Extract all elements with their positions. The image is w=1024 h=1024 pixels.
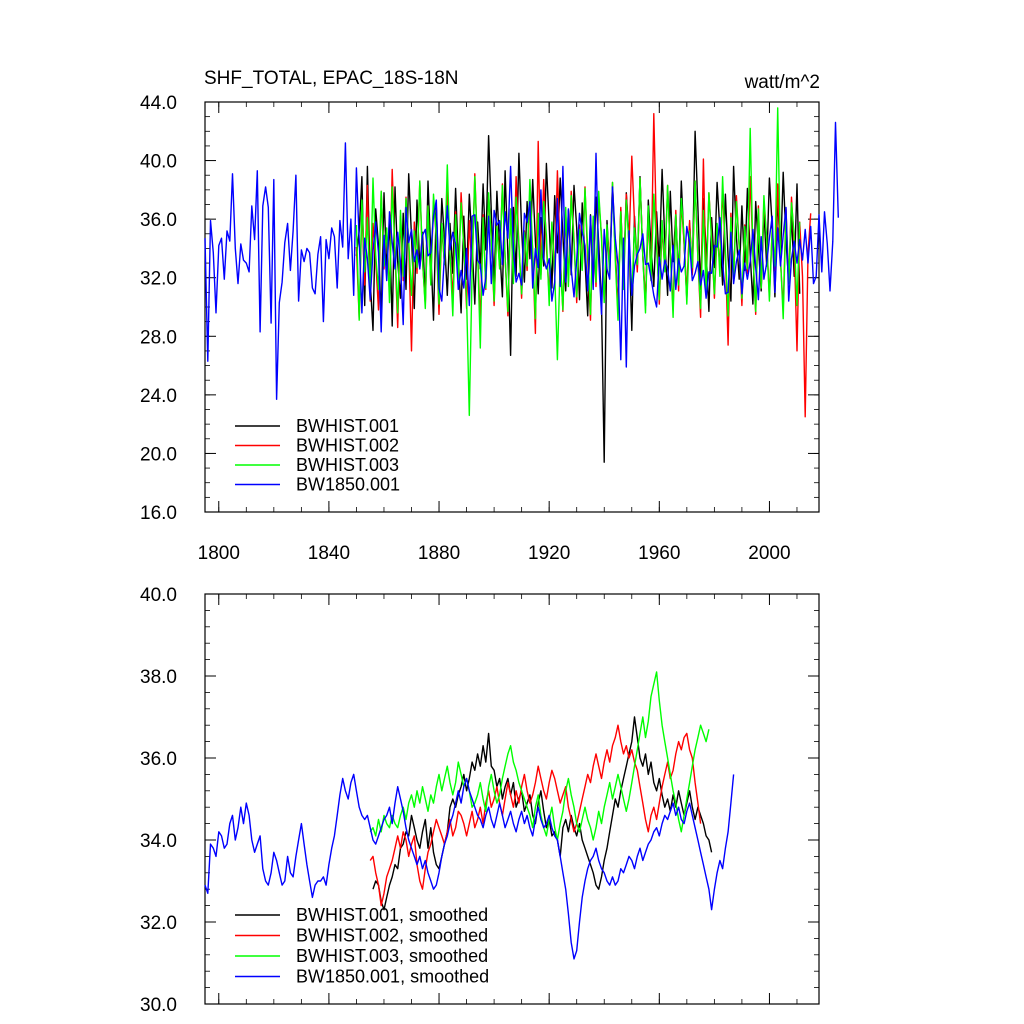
- series-line-bwhist-003-smoothed: [369, 671, 710, 841]
- x-tick-label: 1800: [198, 543, 240, 564]
- top-y-tick-labels: 16.0 20.0 24.0 28.0 32.0 36.0 40.0 44.0: [140, 93, 177, 524]
- series-line-bw1850-001-smoothed: [204, 773, 735, 960]
- series-line-bw1850-001: [204, 121, 839, 400]
- legend-label: BWHIST.002: [296, 436, 399, 456]
- legend-label: BWHIST.003: [296, 455, 399, 475]
- y-tick-label: 44.0: [140, 93, 177, 114]
- legend-label: BW1850.001, smoothed: [296, 967, 489, 987]
- legend-label: BWHIST.002, smoothed: [296, 926, 488, 946]
- bottom-panel: 30.0 32.0 34.0 36.0 38.0 40.0 BWHIST.001, smo…: [140, 585, 820, 1016]
- top-series-lines: [204, 107, 839, 463]
- top-x-tick-labels: 1800 1840 1880 1920 1960 2000: [198, 543, 791, 564]
- y-tick-label: 28.0: [140, 327, 177, 348]
- x-tick-label: 1840: [308, 543, 350, 564]
- series-line-bwhist-002-smoothed: [369, 724, 702, 907]
- y-tick-label: 16.0: [140, 503, 177, 524]
- y-tick-label: 36.0: [140, 749, 177, 770]
- y-tick-label: 40.0: [140, 585, 177, 606]
- series-line-bwhist-001-smoothed: [372, 716, 713, 911]
- x-tick-label: 1920: [528, 543, 570, 564]
- x-tick-label: 1880: [418, 543, 460, 564]
- legend-label: BWHIST.001: [296, 416, 399, 436]
- bottom-y-tick-labels: 30.0 32.0 34.0 36.0 38.0 40.0: [140, 585, 177, 1016]
- top-axis-ticks: [205, 101, 819, 513]
- top-chart-title: SHF_TOTAL, EPAC_18S-18N: [204, 68, 459, 89]
- top-units-label: watt/m^2: [744, 72, 820, 93]
- bottom-axis-ticks: [205, 593, 819, 1005]
- y-tick-label: 32.0: [140, 269, 177, 290]
- y-tick-label: 36.0: [140, 210, 177, 231]
- series-line-bwhist-001: [355, 130, 801, 463]
- x-tick-label: 1960: [638, 543, 680, 564]
- y-tick-label: 30.0: [140, 995, 177, 1016]
- legend-label: BWHIST.003, smoothed: [296, 946, 488, 966]
- y-tick-label: 20.0: [140, 444, 177, 465]
- y-tick-label: 40.0: [140, 152, 177, 173]
- y-tick-label: 38.0: [140, 667, 177, 688]
- legend-label: BW1850.001: [296, 475, 400, 495]
- y-tick-label: 34.0: [140, 831, 177, 852]
- bottom-series-lines: [204, 671, 735, 960]
- y-tick-label: 24.0: [140, 386, 177, 407]
- bottom-plot-frame: [204, 593, 820, 1005]
- y-tick-label: 32.0: [140, 913, 177, 934]
- legend-label: BWHIST.001, smoothed: [296, 905, 488, 925]
- x-tick-label: 2000: [748, 543, 790, 564]
- series-line-bwhist-003: [355, 107, 801, 417]
- top-panel: SHF_TOTAL, EPAC_18S-18N watt/m^2 16.0 20.…: [140, 68, 839, 564]
